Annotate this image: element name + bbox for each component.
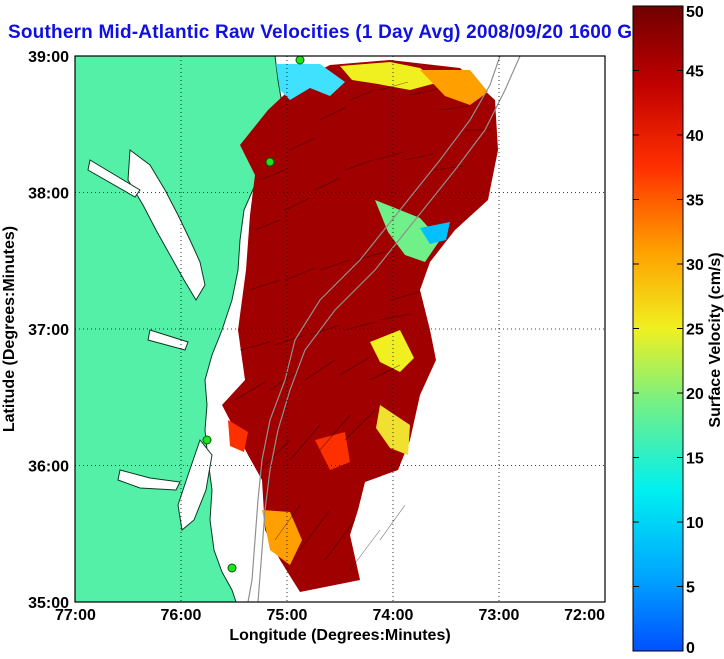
colorbar-tick-label: 5 — [686, 580, 695, 597]
colorbar-tick-label: 20 — [686, 386, 704, 403]
grid-lines — [75, 56, 605, 602]
y-tick-label: 36:00 — [28, 459, 69, 476]
x-tick-label: 73:00 — [479, 607, 520, 624]
colorbar-tick-label: 40 — [686, 128, 704, 145]
colorbar-tick-label: 35 — [686, 193, 704, 210]
radar-stations — [202, 56, 305, 573]
colorbar-tick-label: 15 — [686, 451, 704, 468]
y-tick-label: 37:00 — [28, 322, 69, 339]
y-axis-ticks: 39:00 38:00 37:00 36:00 35:00 — [28, 49, 69, 612]
x-tick-label: 74:00 — [373, 607, 414, 624]
velocity-arrows — [234, 81, 490, 571]
x-tick-label: 77:00 — [55, 607, 96, 624]
colorbar — [632, 5, 684, 652]
x-axis-ticks: 77:00 76:00 75:00 74:00 73:00 72:00 — [55, 607, 605, 624]
map-title: Southern Mid-Atlantic Raw Velocities (1 … — [8, 22, 661, 43]
colorbar-tick-label: 45 — [686, 64, 704, 81]
plot-frame — [74, 55, 606, 603]
y-tick-label: 35:00 — [28, 595, 69, 612]
colorbar-label: Surface Velocity (cm/s) — [707, 252, 724, 427]
bay-water — [87, 149, 213, 531]
bathymetry-contours — [247, 56, 521, 602]
colorbar-tick-label: 50 — [686, 4, 704, 21]
y-axis-label: Latitude (Degrees:Minutes) — [1, 226, 18, 432]
y-tick-label: 39:00 — [28, 49, 69, 66]
y-tick-label: 38:00 — [28, 186, 69, 203]
x-tick-label: 72:00 — [564, 607, 605, 624]
colorbar-tick-label: 0 — [686, 640, 695, 657]
x-axis-label: Longitude (Degrees:Minutes) — [229, 627, 450, 644]
x-tick-label: 76:00 — [161, 607, 202, 624]
x-tick-label: 75:00 — [267, 607, 308, 624]
colorbar-tick-label: 10 — [686, 515, 704, 532]
colorbar-tick-label: 25 — [686, 322, 704, 339]
colorbar-tick-label: 30 — [686, 257, 704, 274]
